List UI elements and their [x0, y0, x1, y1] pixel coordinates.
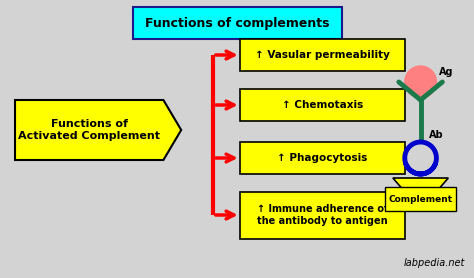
FancyBboxPatch shape [239, 89, 405, 121]
Polygon shape [15, 100, 181, 160]
FancyBboxPatch shape [239, 142, 405, 174]
Text: ↑ Vasular permeability: ↑ Vasular permeability [255, 50, 390, 60]
FancyBboxPatch shape [133, 7, 342, 39]
FancyBboxPatch shape [385, 187, 456, 211]
FancyBboxPatch shape [239, 39, 405, 71]
Text: ↑ Chemotaxis: ↑ Chemotaxis [282, 100, 363, 110]
Text: Complement: Complement [389, 195, 453, 203]
Text: Ag: Ag [439, 67, 454, 77]
Text: ↑ Phagocytosis: ↑ Phagocytosis [277, 153, 367, 163]
Text: Ab: Ab [428, 130, 443, 140]
Text: labpedia.net: labpedia.net [404, 258, 465, 268]
FancyBboxPatch shape [239, 192, 405, 239]
Circle shape [405, 66, 437, 98]
Text: ↑ Immune adherence of
the antibody to antigen: ↑ Immune adherence of the antibody to an… [256, 204, 388, 226]
Text: Functions of complements: Functions of complements [146, 16, 330, 29]
Text: Functions of
Activated Complement: Functions of Activated Complement [18, 119, 160, 141]
Polygon shape [393, 178, 448, 210]
